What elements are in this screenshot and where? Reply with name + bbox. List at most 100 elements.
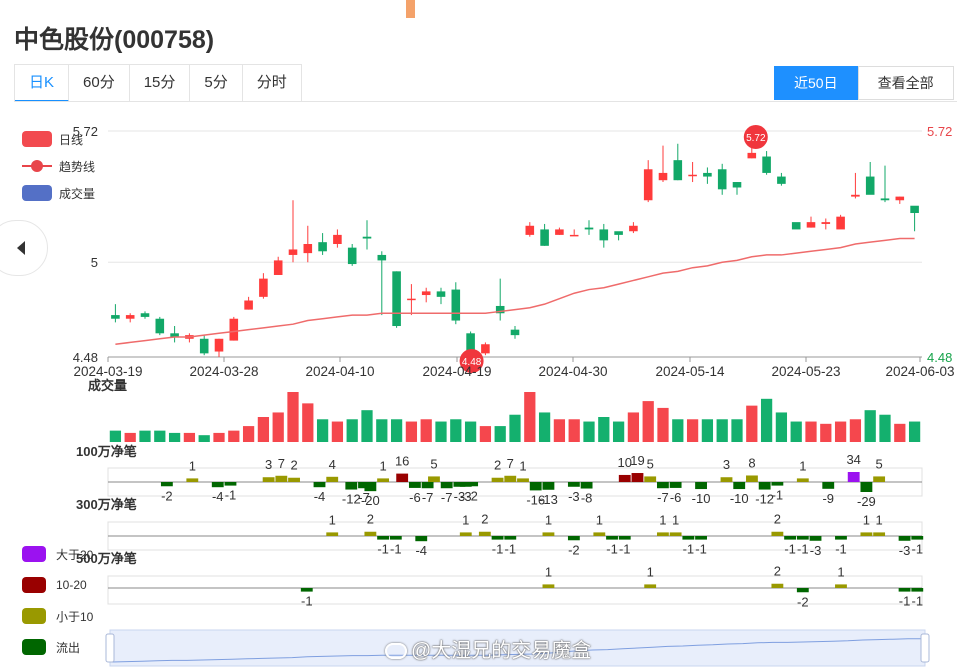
flow-legend-lt10[interactable]: 小于10: [22, 601, 93, 631]
flow-bar: [288, 477, 300, 482]
flow-label: -13: [539, 492, 558, 507]
flow-bar: [618, 474, 631, 482]
volume-bar: [154, 430, 166, 442]
range-slider-right-handle[interactable]: [920, 633, 930, 663]
candle-body: [821, 222, 831, 224]
candle-body: [318, 242, 327, 252]
high-marker: [743, 125, 768, 149]
flow-bar: [517, 478, 529, 482]
range-all-button[interactable]: 查看全部: [857, 66, 954, 100]
candle-body: [347, 247, 357, 265]
flow-bar: [459, 532, 472, 536]
range-50d-button[interactable]: 近50日: [774, 66, 858, 100]
candle-body: [688, 174, 697, 177]
candle-body: [703, 172, 712, 177]
flow-bar: [542, 532, 555, 536]
flow-bar: [440, 482, 453, 489]
flow-bar: [898, 588, 911, 592]
candle-body: [895, 196, 905, 201]
x-tick-label: 2024-04-10: [305, 364, 374, 379]
flow-label: -4: [415, 543, 427, 558]
flow-bar: [796, 478, 809, 482]
volume-bar: [124, 432, 136, 442]
flow-label: 4: [329, 457, 336, 472]
flow-legend-gt20-swatch: [22, 546, 46, 562]
flow-bar: [529, 482, 542, 491]
flow-label: -4: [212, 489, 224, 504]
flow-label: -1: [377, 542, 389, 557]
flow-bar: [606, 536, 618, 540]
legend-volume-label: 成交量: [59, 186, 96, 201]
candle-body: [673, 160, 683, 181]
flow-bar: [377, 478, 390, 482]
flow-bar: [262, 477, 275, 482]
flow-bar: [618, 536, 631, 540]
flow-legend-gt20[interactable]: 大于20: [22, 539, 93, 569]
candle-body: [555, 229, 564, 235]
flow-legend-gt20-label: 大于20: [56, 547, 94, 562]
flow-bar: [656, 482, 669, 489]
volume-bar: [213, 432, 225, 442]
flow-bar: [656, 532, 669, 536]
candle-body: [791, 222, 801, 230]
trend-line: [115, 237, 915, 345]
flow-label: -1: [225, 488, 237, 503]
flow-label: 2: [290, 458, 297, 473]
candle-body: [495, 305, 505, 314]
volume-bar: [746, 405, 758, 442]
flow-label: -16: [526, 492, 545, 507]
flow-label: -3: [460, 489, 472, 504]
flow-label: -1: [619, 542, 631, 557]
watermark: @大湿兄的交易魔盒: [385, 634, 591, 663]
candle-body: [569, 234, 579, 237]
high-marker-label: 5.72: [746, 133, 766, 144]
tab-15min[interactable]: 15分: [130, 65, 191, 102]
volume-bar: [228, 430, 240, 442]
flow-label: -8: [581, 491, 593, 506]
flow-label: 1: [672, 512, 679, 527]
flow-bar: [567, 536, 580, 541]
flow-label: -1: [390, 542, 402, 557]
chevron-left-icon: [17, 241, 25, 255]
main-legend: 日线 趋势线 成交量: [22, 126, 95, 207]
candle-body: [362, 236, 372, 239]
flow-label: -2: [797, 594, 809, 609]
volume-bar: [420, 419, 432, 442]
flow-label: 34: [846, 452, 860, 467]
flow-legend-10-20-label: 10-20: [56, 578, 87, 592]
flow-label: 1: [596, 512, 603, 527]
candle-body: [214, 338, 224, 352]
flow-legend-out[interactable]: 流出: [22, 632, 93, 662]
flow-bar: [428, 476, 440, 482]
candle-body: [392, 271, 401, 327]
volume-bar: [568, 419, 580, 442]
flow-label: -1: [912, 542, 924, 557]
candle-body: [407, 298, 416, 301]
flow-legend-out-label: 流出: [56, 640, 81, 655]
flow-bar: [504, 475, 517, 482]
legend-daily[interactable]: 日线: [22, 126, 95, 152]
flow-bar: [898, 536, 911, 541]
tab-5min[interactable]: 5分: [190, 65, 243, 102]
candle-body: [614, 231, 623, 235]
range-slider-preview: [111, 638, 923, 663]
flow-bar: [491, 536, 504, 540]
range-slider-left-handle[interactable]: [105, 633, 115, 663]
candle-body: [140, 313, 150, 317]
candle-body: [629, 225, 638, 232]
candle-body: [303, 244, 313, 254]
legend-volume[interactable]: 成交量: [22, 180, 95, 206]
flow-label: 2: [774, 564, 781, 579]
flow-bar: [847, 472, 860, 482]
tab-60min[interactable]: 60分: [69, 65, 130, 102]
volume-bar: [139, 430, 151, 442]
candle-body: [747, 152, 757, 159]
candle-body: [466, 333, 475, 357]
legend-trend[interactable]: 趋势线: [22, 153, 95, 179]
volume-bar: [376, 419, 388, 442]
legend-daily-swatch: [22, 131, 52, 147]
tab-intraday[interactable]: 分时: [256, 74, 287, 91]
prev-button[interactable]: [0, 220, 48, 276]
flow-legend-10-20[interactable]: 10-20: [22, 570, 93, 600]
flow-label: -9: [822, 491, 834, 506]
